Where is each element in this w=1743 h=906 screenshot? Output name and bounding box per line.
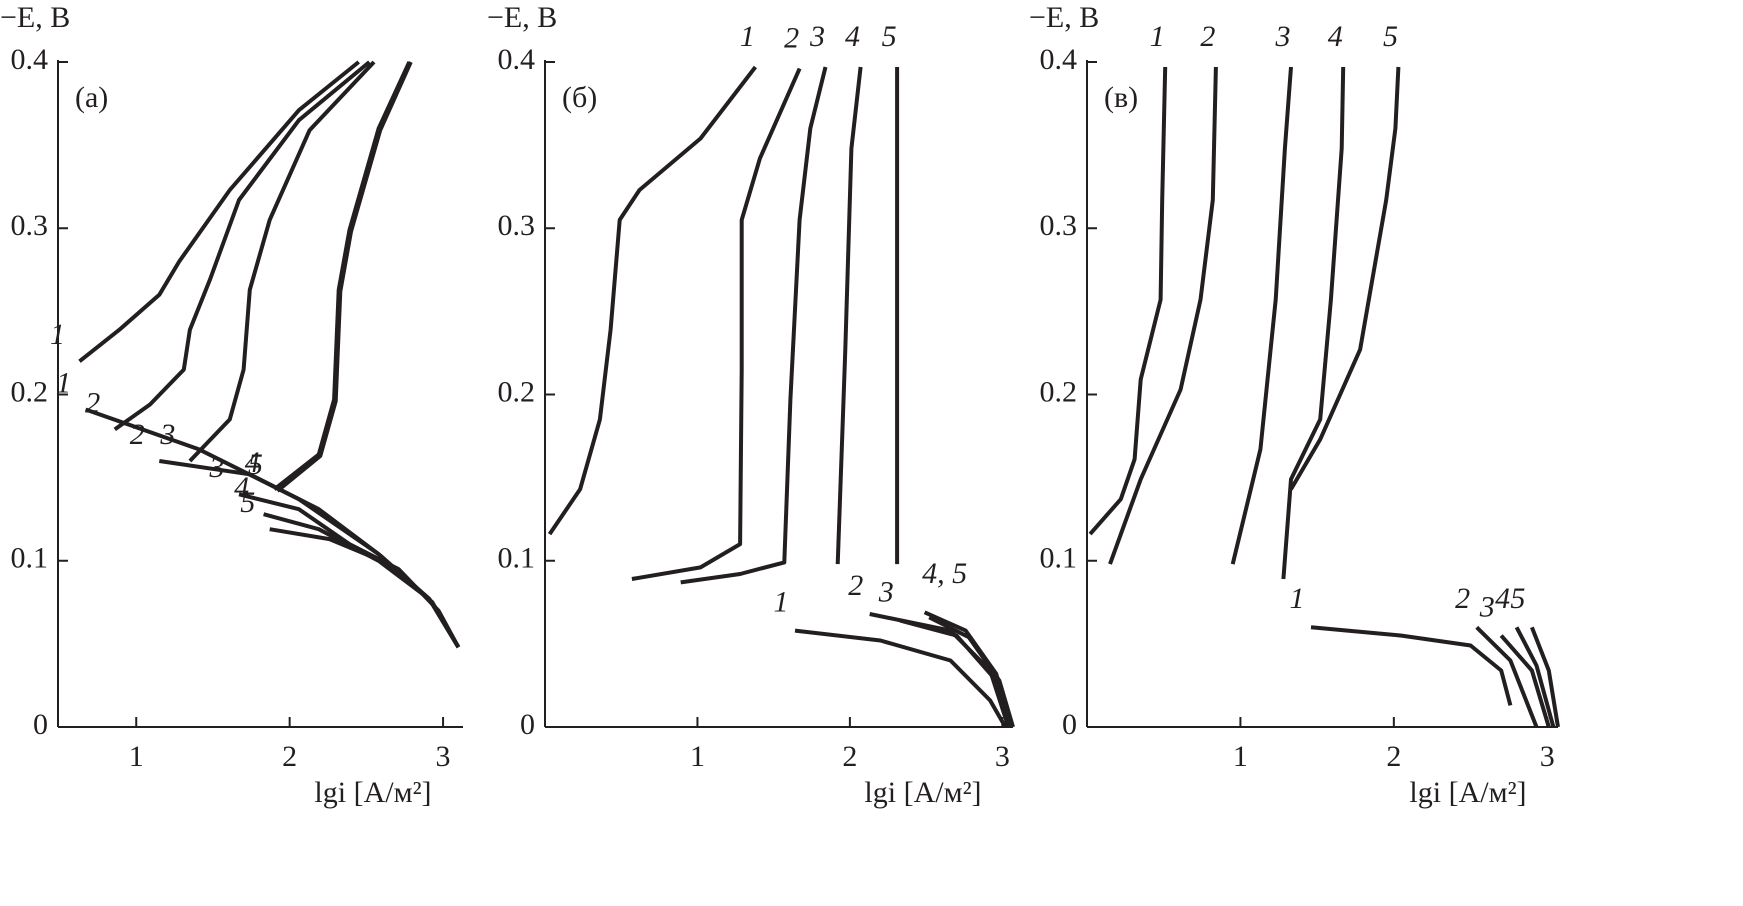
curve-label: 1 (1289, 582, 1304, 615)
curve-label: 3 (209, 451, 225, 484)
curve (269, 527, 461, 649)
curve (276, 61, 413, 493)
y-tick-label: 0.2 (11, 375, 49, 408)
curve (1281, 66, 1346, 580)
y-axis-label: −E, В (487, 1, 557, 34)
curve (78, 60, 360, 363)
x-tick-label: 1 (129, 740, 144, 773)
x-tick-label: 2 (842, 740, 857, 773)
curve-label: 1 (740, 20, 755, 53)
x-tick-label: 1 (1233, 740, 1248, 773)
y-tick-label: 0.2 (1040, 375, 1078, 408)
curve (899, 618, 1012, 728)
curve-label: 1 (774, 585, 789, 618)
y-tick-label: 0.4 (1040, 43, 1078, 76)
curve (1475, 625, 1539, 728)
curve-label: 3 (159, 418, 175, 451)
curve (631, 67, 802, 581)
curve (835, 66, 863, 565)
y-axis-label: −E, В (0, 1, 70, 34)
curve (1230, 66, 1293, 565)
x-tick-label: 3 (995, 740, 1010, 773)
x-tick-label: 3 (1540, 740, 1555, 773)
y-tick-label: 0.1 (11, 542, 49, 575)
curve-label: 5 (240, 486, 255, 519)
curve-label: 3 (878, 575, 894, 608)
curve-label: 1 (50, 318, 65, 351)
curve-label: 5 (1383, 20, 1398, 53)
curve (1514, 626, 1556, 728)
curve (113, 60, 371, 432)
y-tick-label: 0.1 (1040, 542, 1078, 575)
curve (159, 459, 461, 649)
curve-label: 2 (848, 569, 863, 602)
curve-label: 1 (56, 366, 71, 399)
curve (1088, 66, 1168, 536)
curve (794, 628, 1008, 728)
curve (1108, 66, 1218, 565)
curve-label: 2 (85, 386, 100, 419)
curve-label: 1 (1150, 20, 1165, 53)
y-tick-label: 0.4 (11, 43, 49, 76)
curve (1310, 625, 1513, 706)
x-tick-label: 3 (436, 740, 451, 773)
panel-label: (а) (75, 81, 108, 114)
x-axis-label: lgi [A/м²] (1409, 776, 1526, 809)
y-tick-label: 0 (33, 708, 48, 741)
y-tick-label: 0 (1062, 708, 1077, 741)
curve (928, 615, 1015, 728)
curve-label: 3 (1275, 20, 1291, 53)
curve (1289, 66, 1401, 491)
curve-label: 4 (845, 20, 860, 53)
curve-label: 2 (1200, 20, 1215, 53)
curve-label: 3 (1479, 590, 1495, 623)
y-tick-label: 0.4 (498, 43, 536, 76)
curve-label: 3 (809, 20, 825, 53)
curve-label: 4, 5 (922, 557, 967, 590)
curve-label: 5 (248, 448, 263, 481)
y-tick-label: 0.3 (498, 209, 536, 242)
y-tick-label: 0.3 (1040, 209, 1078, 242)
curve-label: 4 (1495, 582, 1510, 615)
y-tick-label: 0.3 (11, 209, 49, 242)
x-axis-label: lgi [A/м²] (314, 776, 431, 809)
x-tick-label: 2 (282, 740, 297, 773)
panel-label: (в) (1104, 81, 1138, 114)
y-tick-label: 0.2 (498, 375, 536, 408)
curve (547, 65, 757, 536)
curve-label: 2 (1455, 582, 1470, 615)
curve (188, 60, 376, 463)
x-axis-label: lgi [A/м²] (864, 776, 981, 809)
curve-label: 4 (234, 471, 249, 504)
curve (680, 66, 828, 585)
y-tick-label: 0.1 (498, 542, 536, 575)
curve-label: 4 (1328, 20, 1343, 53)
curve (1499, 634, 1551, 728)
curve-label: 2 (784, 22, 799, 55)
curve-label: 4 (245, 446, 260, 479)
panel-label: (б) (562, 81, 597, 114)
y-axis-label: −E, В (1029, 1, 1099, 34)
curve-label: 2 (130, 418, 145, 451)
curve-label: 5 (1510, 582, 1525, 615)
curve-label: 5 (882, 20, 897, 53)
x-tick-label: 2 (1386, 740, 1401, 773)
x-tick-label: 1 (690, 740, 705, 773)
y-tick-label: 0 (520, 708, 535, 741)
curve (1530, 626, 1560, 728)
